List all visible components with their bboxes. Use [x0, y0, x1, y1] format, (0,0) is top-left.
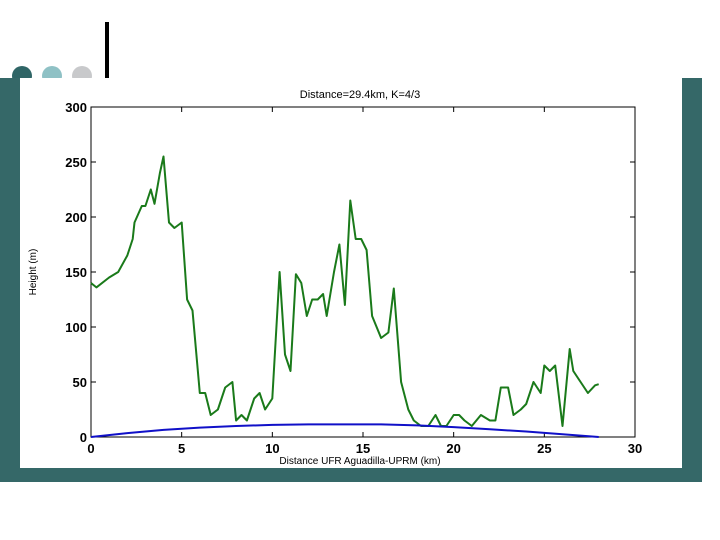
y-tick-label: 100: [65, 320, 87, 335]
x-tick-label: 5: [178, 441, 185, 456]
terrain-profile-line: [90, 155, 599, 427]
chart-band: Distance=29.4km, K=4/3 Distance UFR Agua…: [0, 78, 702, 482]
y-tick-label: 200: [65, 210, 87, 225]
x-tick-label: 20: [446, 441, 460, 456]
x-tick-label: 25: [537, 441, 551, 456]
chart-title: Distance=29.4km, K=4/3: [300, 89, 420, 101]
plot-area: [90, 106, 636, 438]
y-tick-label: 250: [65, 155, 87, 170]
y-tick-label: 50: [73, 375, 87, 390]
x-tick-label: 15: [356, 441, 370, 456]
height-profile-chart: Distance=29.4km, K=4/3 Distance UFR Agua…: [20, 78, 682, 468]
x-tick-label: 10: [265, 441, 279, 456]
x-tick-label: 30: [628, 441, 642, 456]
y-tick-label: 150: [65, 265, 87, 280]
x-axis-label: Distance UFR Aguadilla-UPRM (km): [279, 456, 440, 467]
x-tick-label: 0: [87, 441, 94, 456]
title-divider-line: [105, 22, 109, 80]
earth-curvature-line: [90, 423, 599, 438]
y-tick-label: 300: [65, 100, 87, 115]
y-tick-label: 0: [80, 430, 87, 445]
y-axis-label: Height (m): [28, 249, 39, 296]
